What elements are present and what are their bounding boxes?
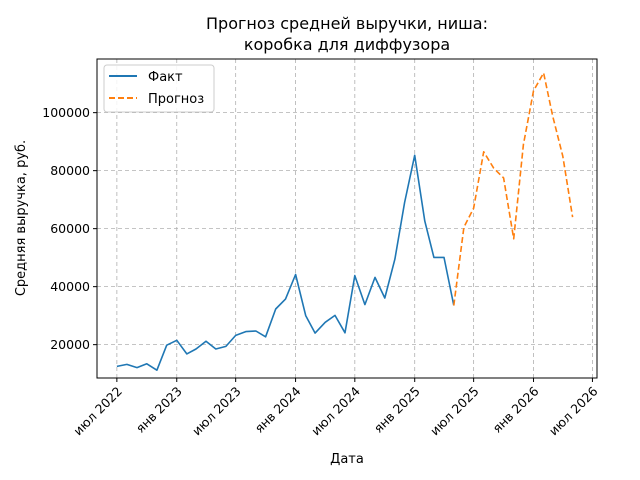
series-line-0 bbox=[116, 154, 455, 372]
y-axis-label: Средняя выручка, руб. bbox=[14, 140, 29, 296]
legend-label-fact: Факт bbox=[148, 70, 183, 85]
legend-label-forecast: Прогноз bbox=[148, 92, 204, 107]
series-line-1 bbox=[453, 72, 574, 306]
y-tick-label: 20000 bbox=[50, 337, 90, 352]
chart-title-line-1: Прогноз средней выручки, ниша: bbox=[206, 14, 488, 33]
y-tick-label: 60000 bbox=[50, 221, 90, 236]
legend: Факт Прогноз bbox=[103, 64, 215, 113]
x-axis-label: Дата bbox=[330, 452, 364, 467]
grid bbox=[97, 59, 597, 378]
series-layer bbox=[116, 72, 574, 372]
y-tick-label: 100000 bbox=[42, 105, 90, 120]
y-tick-label: 40000 bbox=[50, 279, 90, 294]
y-axis: 20000 40000 60000 80000 100000 bbox=[42, 105, 97, 352]
chart-title-line-2: коробка для диффузора bbox=[244, 35, 450, 54]
plot-frame bbox=[96, 58, 598, 379]
y-tick-label: 80000 bbox=[50, 163, 90, 178]
